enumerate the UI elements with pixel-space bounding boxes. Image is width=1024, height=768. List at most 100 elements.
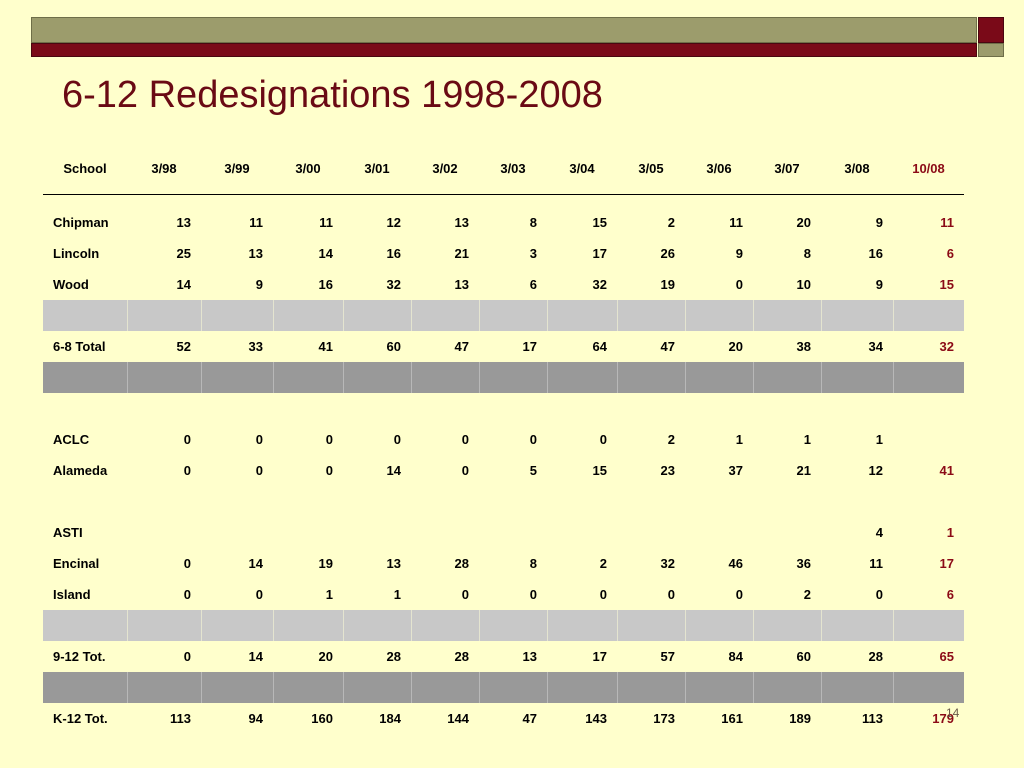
value-cell: 6	[946, 587, 954, 602]
value-cell: 47	[522, 711, 537, 726]
value-cell	[201, 362, 274, 393]
column-header-date: 3/05	[638, 160, 664, 176]
value-cell: 0	[183, 463, 191, 478]
value-cell: 14	[248, 556, 263, 571]
value-cell: 0	[393, 432, 401, 447]
value-cell: 1	[735, 432, 743, 447]
value-cell: 19	[318, 556, 333, 571]
value-cell: 5	[529, 463, 537, 478]
value-cell	[547, 610, 618, 641]
value-cell: 17	[522, 339, 537, 354]
value-cell: 0	[255, 587, 263, 602]
column-header-date: 3/00	[295, 160, 321, 176]
value-cell: 23	[660, 463, 675, 478]
value-cell: 0	[255, 463, 263, 478]
value-cell: 20	[796, 215, 811, 230]
value-cell: 2	[667, 215, 675, 230]
value-cell	[273, 517, 343, 548]
value-cell	[753, 672, 822, 703]
value-cell	[479, 672, 548, 703]
value-cell: 9	[255, 277, 263, 292]
value-cell: 0	[183, 432, 191, 447]
value-cell: 184	[379, 711, 401, 726]
value-cell	[479, 300, 548, 331]
value-cell	[821, 610, 894, 641]
blank-row	[43, 393, 964, 424]
value-cell: 32	[939, 339, 954, 354]
value-cell	[617, 300, 686, 331]
value-cell: 13	[176, 215, 191, 230]
value-cell: 8	[529, 556, 537, 571]
blank-row	[43, 486, 964, 517]
value-cell	[893, 300, 964, 331]
value-cell: 0	[529, 587, 537, 602]
value-cell: 13	[454, 215, 469, 230]
value-cell	[343, 610, 412, 641]
value-cell	[411, 362, 480, 393]
value-cell	[273, 486, 343, 517]
value-cell: 16	[386, 246, 401, 261]
row-label-cell: Encinal	[53, 556, 100, 571]
column-header-date: 3/99	[224, 160, 250, 176]
corner-square-maroon	[978, 17, 1004, 43]
separator-band-dark	[43, 362, 964, 393]
value-cell	[479, 486, 547, 517]
header-band-olive	[31, 17, 977, 43]
value-cell	[753, 300, 822, 331]
value-cell	[753, 517, 821, 548]
table-row: ASTI 4 1	[43, 517, 964, 548]
value-cell	[343, 672, 412, 703]
value-cell: 21	[454, 246, 469, 261]
value-cell: 64	[592, 339, 607, 354]
value-cell: 19	[660, 277, 675, 292]
value-cell	[685, 672, 754, 703]
value-cell: 2	[667, 432, 675, 447]
value-cell: 144	[447, 711, 469, 726]
separator-band-dark	[43, 672, 964, 703]
value-cell: 28	[868, 649, 883, 664]
table-row: ACLC 0 0 0 0 0 0 0 2 1 1 1	[43, 424, 964, 455]
value-cell	[201, 517, 273, 548]
value-cell: 9	[875, 215, 883, 230]
value-cell	[821, 362, 894, 393]
value-cell	[893, 393, 964, 424]
header-rule	[43, 184, 964, 195]
value-cell: 32	[386, 277, 401, 292]
redesignations-table: School 3/98 3/99 3/00 3/01 3/02 3/03 3/04 3/05 3/…	[43, 152, 964, 734]
value-cell	[273, 610, 344, 641]
slide-title: 6-12 Redesignations 1998-2008	[62, 74, 603, 116]
value-cell: 189	[789, 711, 811, 726]
value-cell: 1	[393, 587, 401, 602]
value-cell: 9	[735, 246, 743, 261]
value-cell: 26	[660, 246, 675, 261]
value-cell	[617, 610, 686, 641]
value-cell: 14	[318, 246, 333, 261]
value-cell: 0	[599, 587, 607, 602]
value-cell	[201, 610, 274, 641]
value-cell: 8	[803, 246, 811, 261]
value-cell: 0	[735, 277, 743, 292]
header-band-maroon	[31, 43, 977, 57]
value-cell	[343, 486, 411, 517]
value-cell: 0	[461, 463, 469, 478]
value-cell: 38	[796, 339, 811, 354]
value-cell	[753, 362, 822, 393]
value-cell: 13	[248, 246, 263, 261]
separator-band-light	[43, 300, 964, 331]
row-label-cell: Island	[53, 587, 91, 602]
value-cell: 4	[875, 525, 883, 540]
value-cell	[753, 610, 822, 641]
value-cell: 11	[249, 215, 263, 230]
value-cell	[617, 672, 686, 703]
value-cell: 173	[653, 711, 675, 726]
value-cell: 13	[522, 649, 537, 664]
value-cell	[547, 517, 617, 548]
value-cell: 0	[183, 587, 191, 602]
value-cell: 0	[875, 587, 883, 602]
value-cell	[479, 393, 547, 424]
value-cell	[343, 393, 411, 424]
column-header-date: 3/98	[151, 160, 177, 176]
corner-square-olive	[978, 43, 1004, 57]
value-cell: 34	[868, 339, 883, 354]
value-cell	[821, 486, 893, 517]
